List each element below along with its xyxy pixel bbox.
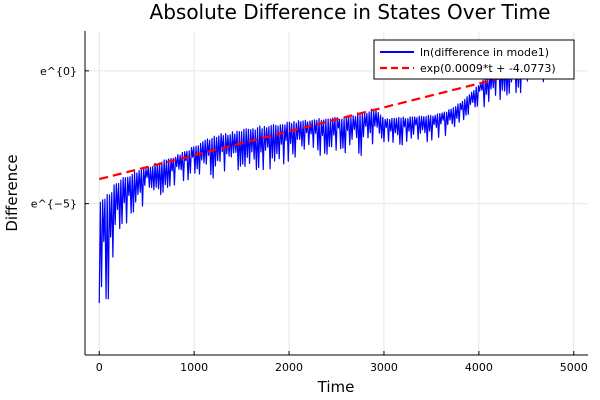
x-tick-label: 5000 bbox=[560, 361, 588, 374]
legend-label-series-1: ln(difference in mode1) bbox=[420, 46, 549, 59]
legend-box bbox=[373, 39, 575, 80]
x-tick-label: 3000 bbox=[370, 361, 398, 374]
series-line-exp-fit bbox=[98, 58, 575, 181]
y-tick-label: e^{−5} bbox=[31, 198, 77, 211]
chart-title: Absolute Difference in States Over Time bbox=[150, 0, 551, 24]
x-tick-label: 4000 bbox=[465, 361, 493, 374]
grid-lines bbox=[85, 31, 588, 355]
x-tick-label: 2000 bbox=[275, 361, 303, 374]
x-tick-label: 0 bbox=[96, 361, 103, 374]
x-axis-label: Time bbox=[317, 378, 355, 396]
tick-layer: 0 1000 2000 3000 4000 5000 e^{−5} e^{0} bbox=[31, 65, 588, 374]
legend-label-series-2: exp(0.0009*t + -4.0773) bbox=[420, 62, 556, 75]
y-axis-label: Difference bbox=[3, 154, 21, 231]
legend: ln(difference in mode1) exp(0.0009*t + -… bbox=[373, 39, 575, 80]
x-tick-label: 1000 bbox=[180, 361, 208, 374]
y-tick-label: e^{0} bbox=[40, 65, 77, 78]
